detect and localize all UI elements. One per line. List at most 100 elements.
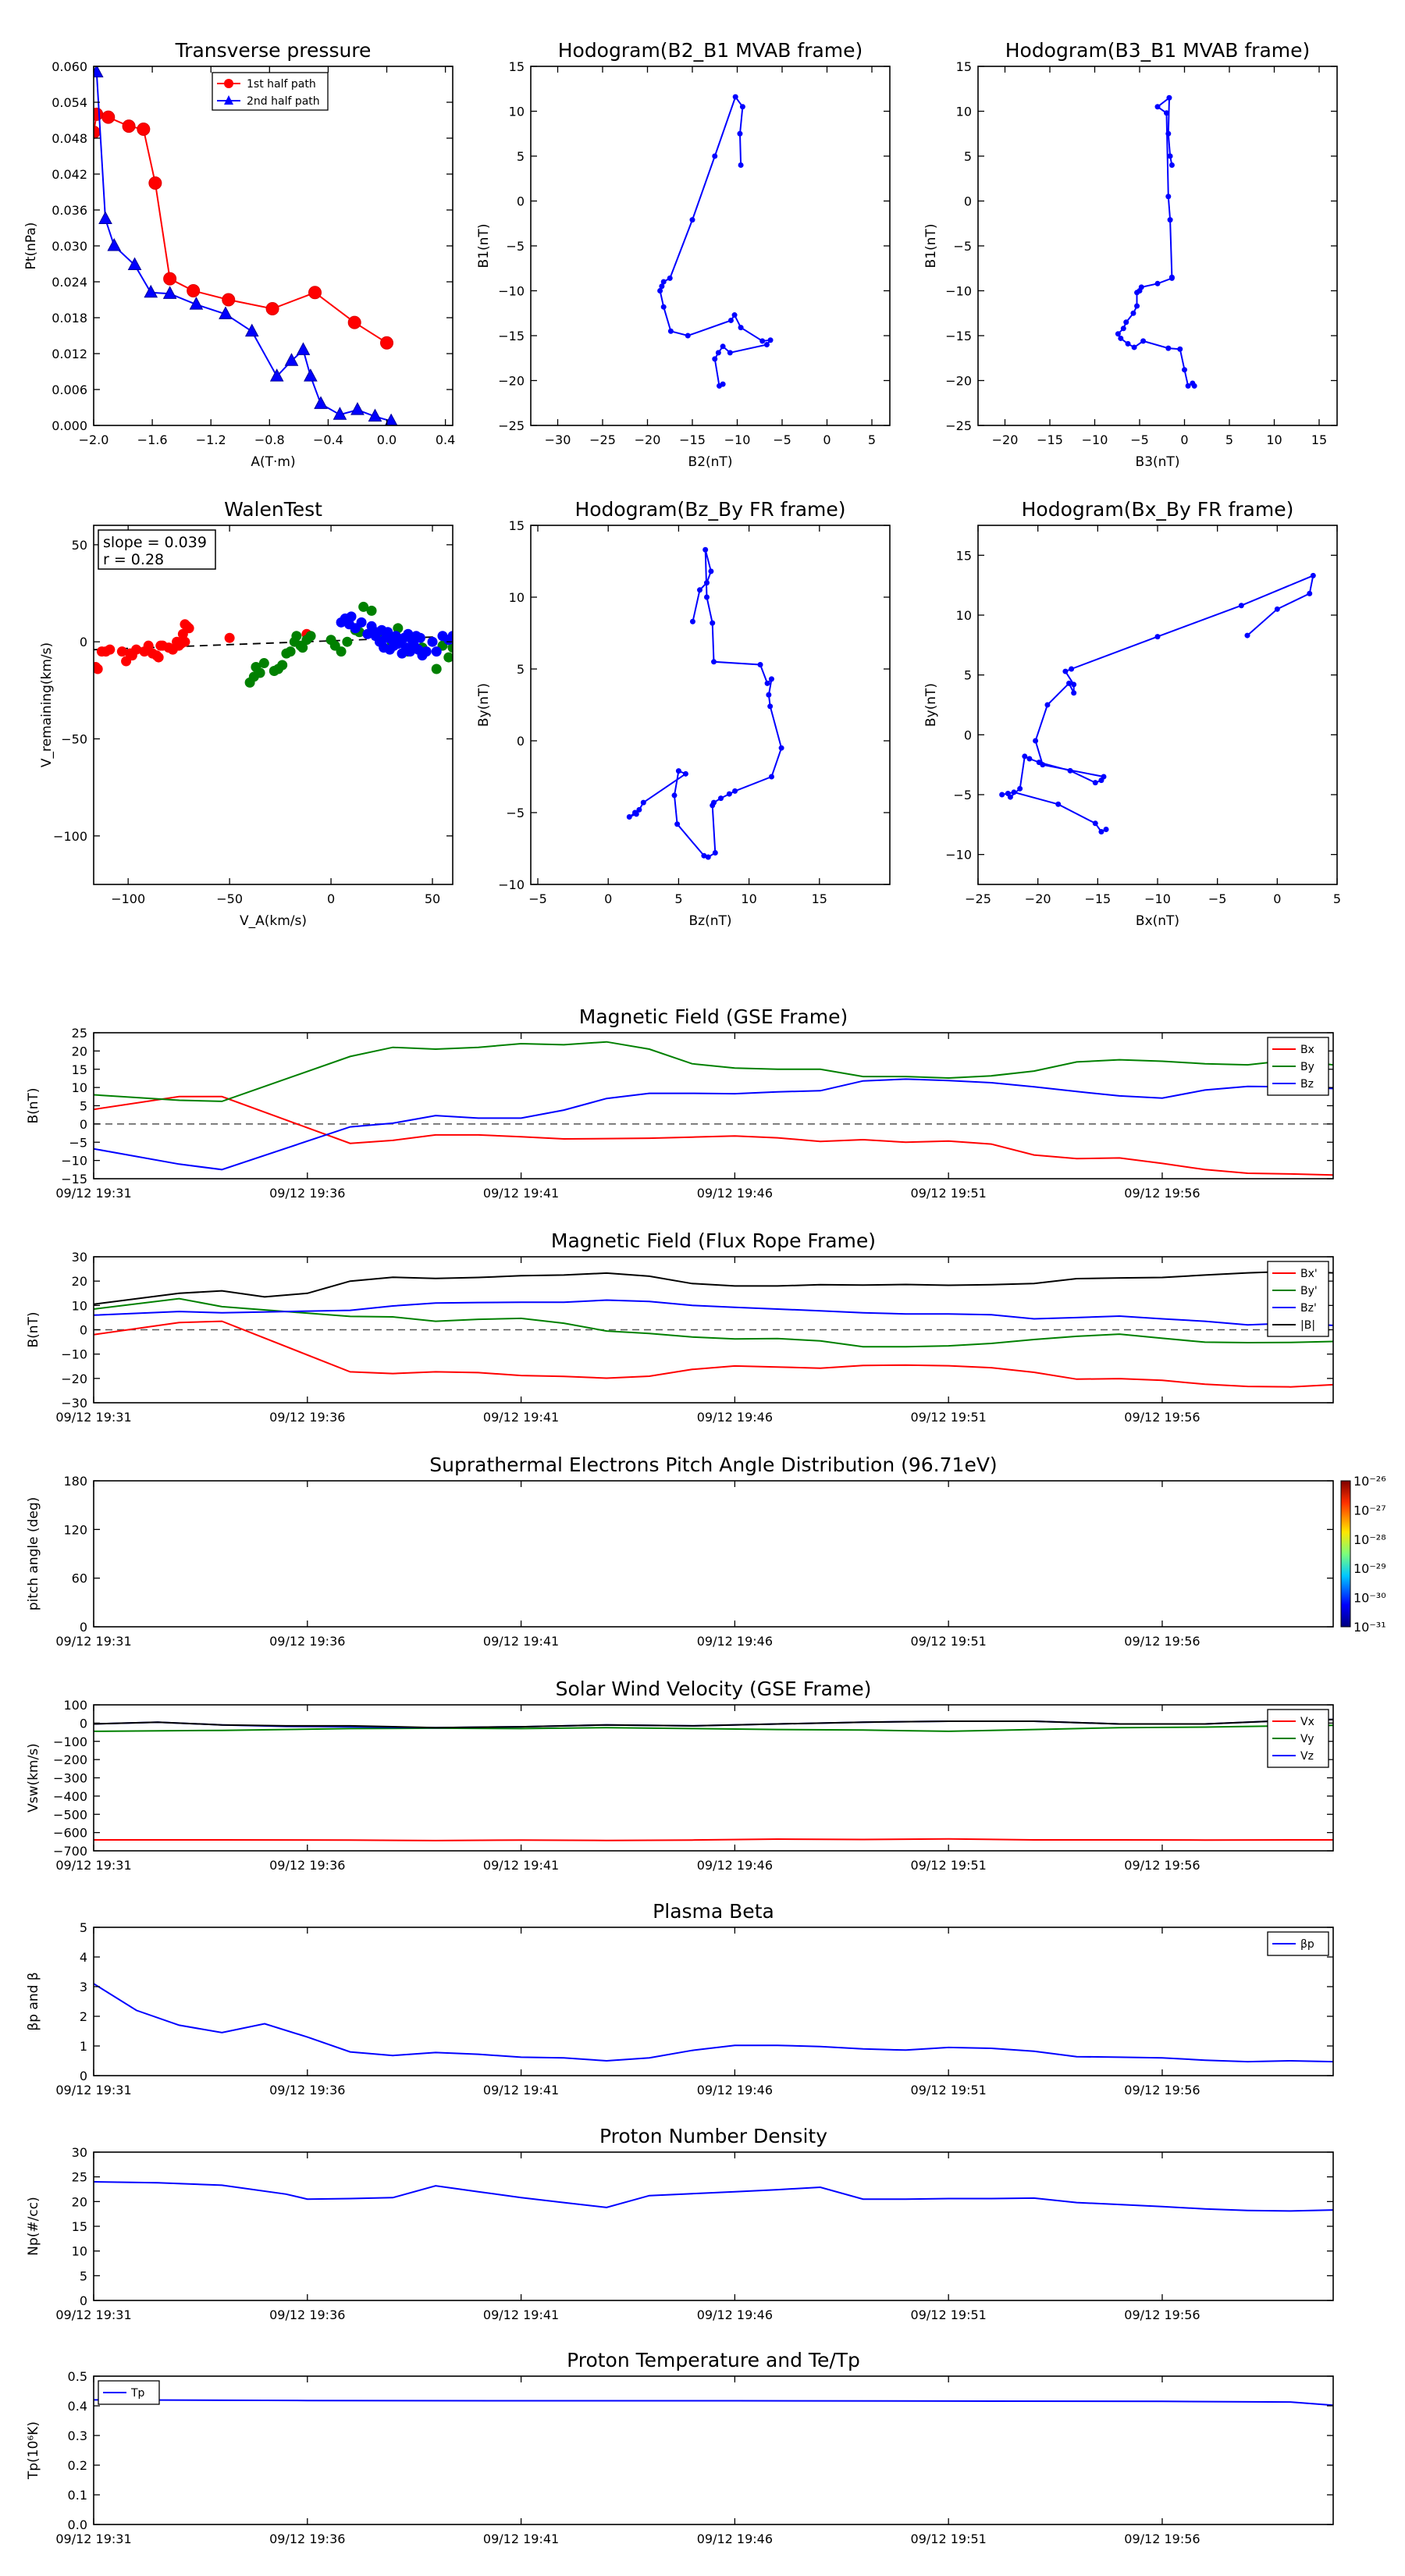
y-tick-label: −30: [61, 1396, 87, 1411]
chart-title: Solar Wind Velocity (GSE Frame): [556, 1678, 872, 1700]
data-point: [1134, 303, 1140, 309]
data-point: [304, 368, 318, 382]
legend-box: [98, 2380, 160, 2405]
data-point: [187, 284, 201, 297]
y-tick-label: 100: [63, 1698, 87, 1713]
legend-label: |B|: [1300, 1319, 1315, 1332]
annotation-box: [98, 529, 216, 570]
y-axis-label: B(nT): [26, 1087, 41, 1123]
colorbar: [1340, 1480, 1351, 1628]
plot-area: [94, 601, 453, 688]
y-axis-label: B1(nT): [476, 224, 492, 269]
y-tick-label: −200: [53, 1752, 87, 1767]
series-line: [94, 113, 388, 344]
data-point: [1115, 331, 1121, 337]
x-tick-label: −25: [589, 432, 616, 447]
chart-title: Hodogram(B2_B1 MVAB frame): [558, 39, 863, 62]
y-tick-label: 2: [80, 2009, 87, 2024]
x-tick-label: 09/12 19:41: [483, 2307, 559, 2322]
series-line: [94, 1299, 1333, 1326]
y-tick-label: 10: [956, 608, 972, 623]
data-point: [1130, 310, 1136, 316]
y-axis-label: By(nT): [923, 683, 939, 727]
x-tick-label: 09/12 19:41: [483, 1858, 559, 1873]
x-tick-label: −2.0: [79, 432, 109, 447]
data-point: [296, 342, 311, 355]
y-tick-label: 0: [80, 1716, 87, 1731]
data-point: [640, 799, 646, 806]
legend-label: Vy: [1300, 1733, 1314, 1745]
scatter-point: [366, 605, 377, 616]
y-axis-label: Tp(10⁶K): [26, 2421, 41, 2480]
y-axis-label: B1(nT): [923, 224, 939, 269]
x-tick-label: 09/12 19:56: [1124, 1858, 1200, 1873]
data-point: [660, 279, 667, 285]
data-point: [269, 368, 284, 382]
y-axis-label: Vsw(km/s): [26, 1743, 41, 1813]
y-tick-label: 20: [72, 1044, 87, 1059]
colorbar-tick-label: 10⁻²⁸: [1353, 1532, 1386, 1547]
x-tick-label: −5: [773, 432, 791, 447]
series-line: [94, 1041, 1333, 1102]
legend-label: Tp: [130, 2387, 145, 2400]
y-axis-label: By(nT): [476, 683, 492, 727]
x-tick-label: 5: [868, 432, 876, 447]
data-point: [712, 850, 718, 856]
plot-area: [1115, 94, 1197, 389]
data-point: [732, 94, 738, 100]
axes-frame: [93, 525, 454, 885]
data-point: [284, 353, 299, 366]
data-point: [659, 283, 665, 290]
y-tick-label: 0: [80, 1323, 87, 1338]
y-tick-label: 0.012: [52, 347, 87, 361]
chart-title: Suprathermal Electrons Pitch Angle Distr…: [429, 1453, 997, 1476]
scatter-point: [183, 623, 194, 634]
y-tick-label: 3: [80, 1980, 87, 1994]
scatter-point: [346, 611, 357, 622]
y-tick-label: −500: [53, 1807, 87, 1822]
x-tick-label: 0: [1273, 891, 1281, 906]
data-point: [1120, 326, 1126, 332]
x-tick-label: 09/12 19:46: [697, 2083, 773, 2097]
x-tick-label: 09/12 19:36: [269, 2083, 345, 2097]
scatter-point: [356, 617, 367, 628]
x-tick-label: 09/12 19:36: [269, 1858, 345, 1873]
data-point: [162, 286, 177, 299]
data-point: [726, 791, 732, 797]
x-tick-label: 09/12 19:36: [269, 1410, 345, 1425]
data-point: [675, 768, 681, 774]
y-tick-label: 10: [72, 1080, 87, 1095]
x-tick-label: 09/12 19:51: [911, 1634, 987, 1649]
series-line: [94, 1983, 1333, 2063]
chart-title: Proton Temperature and Te/Tp: [567, 2349, 860, 2371]
y-tick-label: −5: [953, 239, 972, 254]
data-point: [764, 680, 770, 686]
scatter-point: [414, 632, 425, 643]
data-point: [122, 119, 136, 133]
data-point: [1134, 290, 1140, 296]
axes-frame: [93, 1927, 1334, 2076]
data-point: [1069, 666, 1075, 672]
axes-frame: [530, 525, 891, 885]
y-tick-label: 0: [80, 1620, 87, 1635]
scatter-point: [94, 664, 103, 674]
colorbar-tick-label: 10⁻³¹: [1353, 1620, 1386, 1635]
series-line: [94, 1270, 1333, 1305]
y-tick-label: 0.2: [68, 2458, 87, 2473]
data-point: [712, 356, 718, 362]
data-point: [720, 343, 726, 350]
x-tick-label: 09/12 19:36: [269, 2532, 345, 2546]
data-point: [314, 396, 328, 409]
axes-frame: [93, 2151, 1334, 2301]
x-tick-label: −10: [1144, 891, 1171, 906]
x-tick-label: 09/12 19:51: [911, 1186, 987, 1201]
y-tick-label: 1: [80, 2039, 87, 2054]
data-point: [767, 337, 774, 343]
data-point: [757, 661, 763, 667]
y-tick-label: −20: [498, 374, 525, 389]
y-tick-label: −10: [61, 1154, 87, 1169]
y-tick-label: 0: [80, 2293, 87, 2308]
data-point: [1185, 382, 1191, 389]
data-point: [308, 286, 322, 300]
